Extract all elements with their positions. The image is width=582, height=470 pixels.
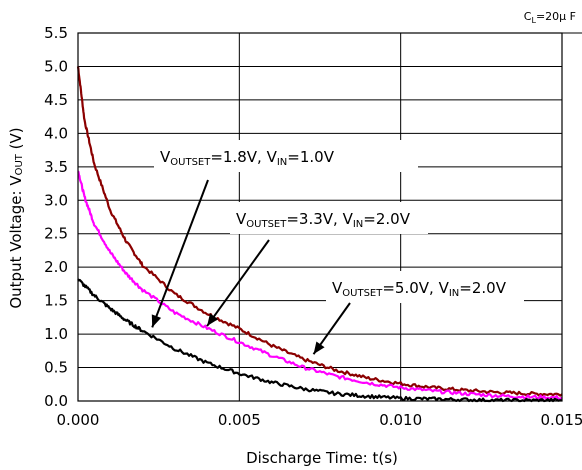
series-line — [77, 170, 563, 400]
annotation-box — [326, 271, 524, 303]
tick-labels: 0.0 0.5 1.0 1.5 2.0 2.5 3.0 3.5 4.0 4.5 5.0 5.5 0.00… — [44, 24, 582, 429]
series-line — [76, 66, 563, 397]
y-tick-label: 4.0 — [44, 124, 68, 142]
x-tick-label: 0.005 — [218, 411, 261, 429]
y-tick-label: 1.0 — [44, 325, 68, 343]
annotation-arrow — [206, 239, 270, 327]
y-tick-label: 2.5 — [44, 225, 68, 243]
condition-label: CL=20µ F — [524, 10, 576, 25]
axes-group — [77, 32, 563, 402]
y-tick-label: 4.5 — [44, 91, 68, 109]
y-tick-label: 1.5 — [44, 292, 68, 310]
y-tick-label: 2.0 — [44, 258, 68, 276]
x-tick-label: 0.015 — [541, 411, 582, 429]
annotation-box — [154, 140, 418, 172]
series-group — [76, 66, 563, 403]
x-axis-title: Discharge Time: t(s) — [246, 449, 398, 467]
y-tick-label: 3.0 — [44, 191, 68, 209]
annotation-label: VOUTSET=1.8V, VIN=1.0V — [160, 148, 335, 168]
annotation-arrowhead — [313, 341, 325, 355]
annotations-group: VOUTSET=1.8V, VIN=1.0V VOUTSET=3.3V, VIN=… — [151, 140, 524, 355]
y-tick-label: 0.5 — [44, 359, 68, 377]
annotation-label: VOUTSET=5.0V, VIN=2.0V — [332, 279, 507, 299]
x-tick-label: 0.010 — [379, 411, 422, 429]
series-line — [77, 278, 563, 403]
annotation-arrowhead — [151, 314, 162, 328]
annotation-arrowhead — [207, 313, 219, 327]
y-tick-label: 5.0 — [44, 57, 68, 75]
x-tick-label: 0.000 — [57, 411, 100, 429]
y-tick-label: 0.0 — [44, 392, 68, 410]
y-tick-label: 5.5 — [44, 24, 68, 42]
plot-frame — [77, 32, 563, 402]
annotation-label: VOUTSET=3.3V, VIN=2.0V — [236, 210, 411, 230]
y-tick-label: 3.5 — [44, 158, 68, 176]
annotation-arrow — [151, 179, 209, 328]
annotation-box — [230, 202, 428, 234]
y-axis-title: Output Voltage: VOUT (V) — [7, 127, 25, 308]
